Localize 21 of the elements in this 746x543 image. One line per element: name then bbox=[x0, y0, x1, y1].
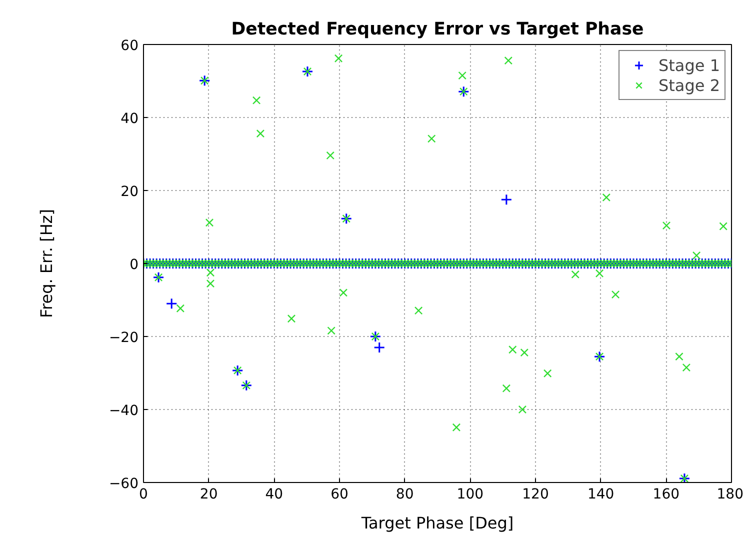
x-tick-label: 80 bbox=[396, 486, 414, 502]
y-tick-label: 0 bbox=[130, 257, 139, 273]
x-tick-label: 180 bbox=[716, 486, 744, 502]
x-tick-label: 160 bbox=[652, 486, 680, 502]
x-tick-label: 20 bbox=[200, 486, 218, 502]
x-tick-label: 100 bbox=[456, 486, 484, 502]
y-tick-label: −40 bbox=[108, 403, 138, 419]
y-tick-label: 20 bbox=[120, 184, 139, 200]
x-tick-label: 140 bbox=[587, 486, 614, 502]
x-axis-title: Target Phase [Deg] bbox=[360, 514, 514, 532]
legend-label: Stage 1 bbox=[658, 56, 720, 74]
x-tick-label: 120 bbox=[522, 486, 549, 502]
chart-title: Detected Frequency Error vs Target Phase bbox=[231, 20, 644, 40]
y-axis-title: Freq. Err. [Hz] bbox=[36, 208, 56, 318]
y-tick-label: −60 bbox=[108, 476, 138, 492]
legend-label: Stage 2 bbox=[658, 76, 720, 94]
x-tick-label: 40 bbox=[265, 486, 284, 502]
y-tick-label: 60 bbox=[120, 38, 139, 54]
x-tick-label: 60 bbox=[330, 486, 348, 502]
y-tick-label: −20 bbox=[108, 330, 138, 346]
y-tick-label: 40 bbox=[120, 111, 139, 127]
